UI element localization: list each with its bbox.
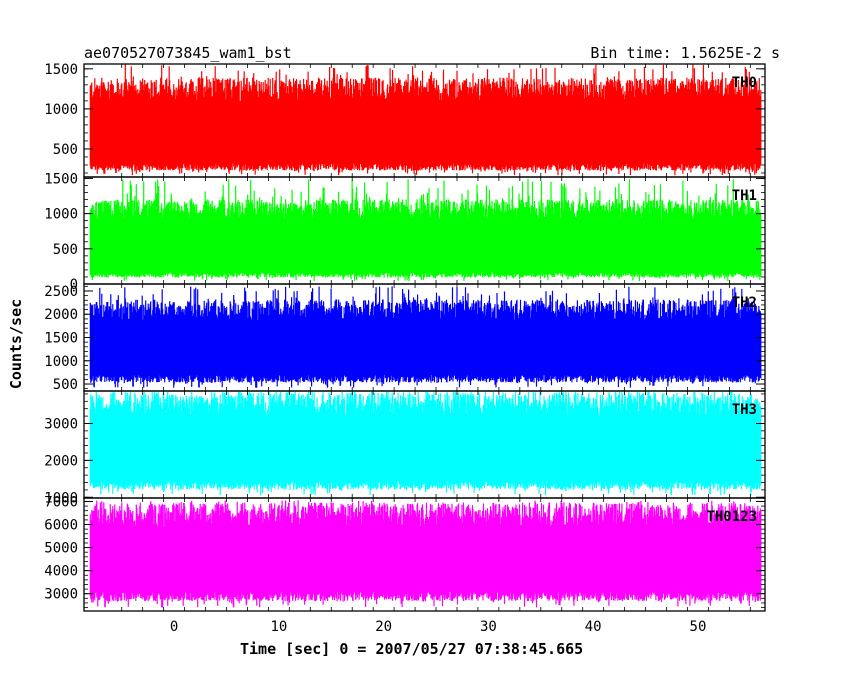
y-tick-label: 2500: [44, 284, 78, 300]
bin-time-label: Bin time: 1.5625E-2 s: [590, 44, 780, 62]
y-tick-label: 3000: [44, 587, 78, 603]
x-tick-label: 40: [585, 619, 602, 635]
y-axis-label: Counts/sec: [7, 298, 25, 390]
panel-label-th3: TH3: [732, 402, 757, 418]
series-band-th1: [92, 218, 759, 272]
y-tick-label: 1000: [44, 102, 78, 118]
y-tick-label: 3000: [44, 416, 78, 432]
y-tick-label: 500: [53, 242, 78, 258]
x-tick-label: 20: [375, 619, 392, 635]
y-tick-label: 1500: [44, 62, 78, 78]
series-band-th0123: [92, 529, 759, 586]
y-tick-label: 6000: [44, 518, 78, 534]
y-tick-label: 2000: [44, 307, 78, 323]
y-tick-label: 1500: [44, 171, 78, 187]
y-tick-label: 500: [53, 377, 78, 393]
series-band-th2: [92, 320, 759, 373]
y-tick-label: 2000: [44, 453, 78, 469]
y-tick-label: 1000: [44, 490, 78, 506]
chart-title: ae070527073845_wam1_bst: [84, 44, 292, 62]
x-axis-label: Time [sec] 0 = 2007/05/27 07:38:45.665: [240, 640, 584, 658]
panel-label-th0123: TH0123: [706, 509, 757, 525]
y-tick-label: 500: [53, 142, 78, 158]
y-tick-label: 1000: [44, 207, 78, 223]
x-tick-label: 50: [690, 619, 707, 635]
x-tick-label: 10: [270, 619, 287, 635]
series-band-th3: [92, 417, 759, 477]
y-tick-label: 5000: [44, 541, 78, 557]
y-tick-label: 7000: [44, 494, 78, 510]
x-tick-label: 0: [170, 619, 178, 635]
y-tick-label: 0: [70, 277, 78, 293]
panel-label-th2: TH2: [732, 295, 757, 311]
x-tick-label: 30: [480, 619, 497, 635]
series-band-th0: [92, 101, 759, 162]
y-tick-label: 1500: [44, 331, 78, 347]
y-tick-label: 1000: [44, 354, 78, 370]
panel-label-th1: TH1: [732, 188, 757, 204]
panel-label-th0: TH0: [732, 75, 757, 91]
panel-frame-th0123: [83, 497, 766, 612]
y-tick-label: 4000: [44, 564, 78, 580]
